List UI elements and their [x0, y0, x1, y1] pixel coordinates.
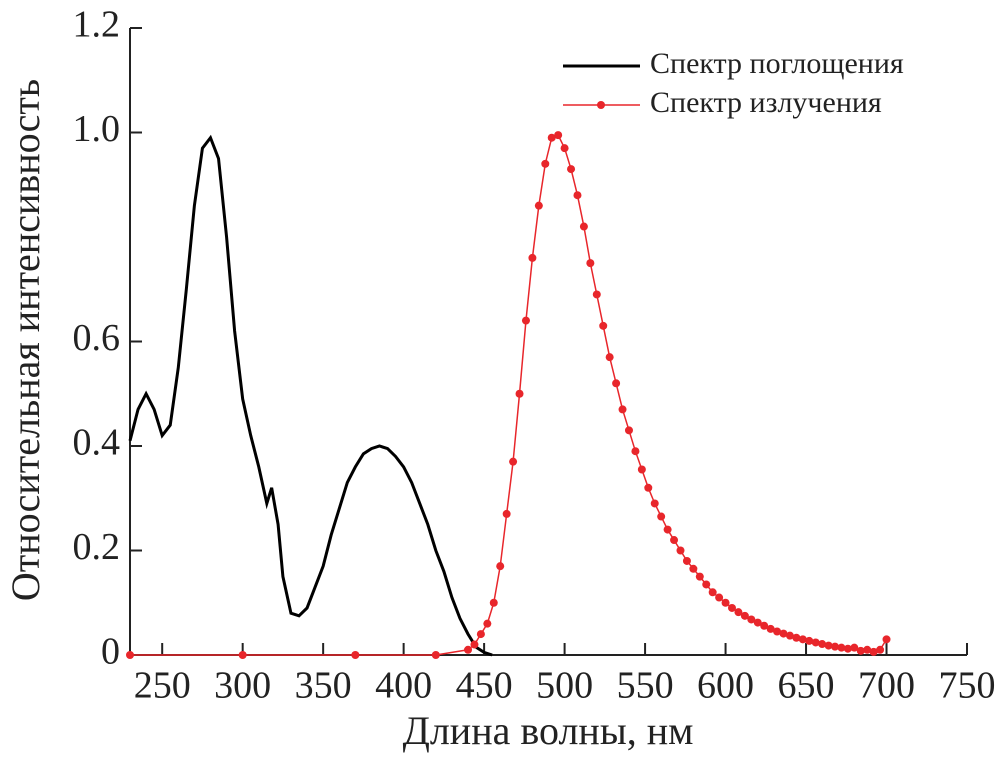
point: [624, 426, 633, 435]
point: [753, 618, 762, 627]
point: [779, 629, 788, 638]
y-tick-label: 0.4: [73, 422, 121, 464]
point: [502, 509, 511, 518]
point: [554, 131, 563, 140]
point: [843, 644, 852, 653]
x-axis-title: Длина волны, нм: [403, 708, 694, 753]
point: [805, 636, 814, 645]
point: [818, 640, 827, 649]
point: [792, 633, 801, 642]
x-tick-label: 500: [536, 665, 593, 707]
point: [489, 598, 498, 607]
x-tick-label: 650: [778, 665, 835, 707]
point: [657, 512, 666, 521]
point: [528, 253, 537, 262]
point: [496, 562, 505, 571]
point: [682, 556, 691, 565]
point: [734, 608, 743, 617]
point: [837, 643, 846, 652]
legend-marker: [597, 101, 605, 109]
legend-label: Спектр излучения: [650, 86, 882, 119]
x-tick-label: 300: [214, 665, 271, 707]
x-tick-label: 700: [858, 665, 915, 707]
point: [811, 638, 820, 647]
point: [702, 580, 711, 589]
point: [850, 643, 859, 652]
point: [831, 642, 840, 651]
point: [676, 546, 685, 555]
series-line: [128, 134, 493, 657]
point: [464, 645, 473, 654]
x-tick-label: 400: [375, 665, 432, 707]
x-tick-label: 550: [617, 665, 674, 707]
point: [579, 222, 588, 231]
x-tick-label: 250: [134, 665, 191, 707]
y-tick-label: 0: [101, 631, 120, 673]
point: [824, 641, 833, 650]
point: [644, 483, 653, 492]
point: [695, 572, 704, 581]
point: [573, 191, 582, 200]
point: [541, 159, 550, 168]
point: [663, 525, 672, 534]
point: [689, 564, 698, 573]
point: [727, 603, 736, 612]
x-tick-label: 450: [456, 665, 513, 707]
point: [740, 611, 749, 620]
y-tick-label: 1.0: [73, 108, 121, 150]
y-axis-title: Относительная интенсивность: [3, 79, 48, 601]
point: [766, 624, 775, 633]
point: [592, 290, 601, 299]
point: [708, 588, 717, 597]
point: [483, 619, 492, 628]
point: [747, 615, 756, 624]
point: [670, 536, 679, 545]
point: [876, 645, 885, 654]
point: [515, 389, 524, 398]
y-tick-label: 0.2: [73, 526, 121, 568]
point: [612, 379, 621, 388]
point: [785, 631, 794, 640]
point: [760, 621, 769, 630]
point: [618, 405, 627, 414]
point: [586, 259, 595, 268]
point: [715, 593, 724, 602]
point: [470, 640, 479, 649]
point: [773, 627, 782, 636]
point: [547, 133, 556, 142]
point: [798, 635, 807, 644]
point: [567, 165, 576, 174]
point: [238, 651, 247, 659]
point: [631, 447, 640, 456]
x-tick-label: 600: [697, 665, 754, 707]
point: [521, 316, 530, 325]
point: [637, 465, 646, 474]
point: [856, 646, 865, 655]
point: [476, 630, 485, 639]
point: [351, 651, 360, 659]
point: [509, 457, 518, 466]
point: [863, 645, 872, 654]
point: [721, 598, 730, 607]
point: [431, 651, 440, 659]
y-tick-label: 1.2: [73, 4, 121, 46]
point: [534, 201, 543, 210]
y-tick-label: 0.6: [73, 317, 121, 359]
x-tick-label: 350: [295, 665, 352, 707]
point: [650, 499, 659, 508]
point: [882, 635, 891, 644]
point: [869, 647, 878, 656]
point: [599, 321, 608, 330]
x-tick-label: 750: [939, 665, 996, 707]
legend-label: Спектр поглощения: [650, 47, 904, 80]
point: [126, 651, 134, 659]
point: [605, 353, 614, 362]
point: [560, 144, 569, 153]
